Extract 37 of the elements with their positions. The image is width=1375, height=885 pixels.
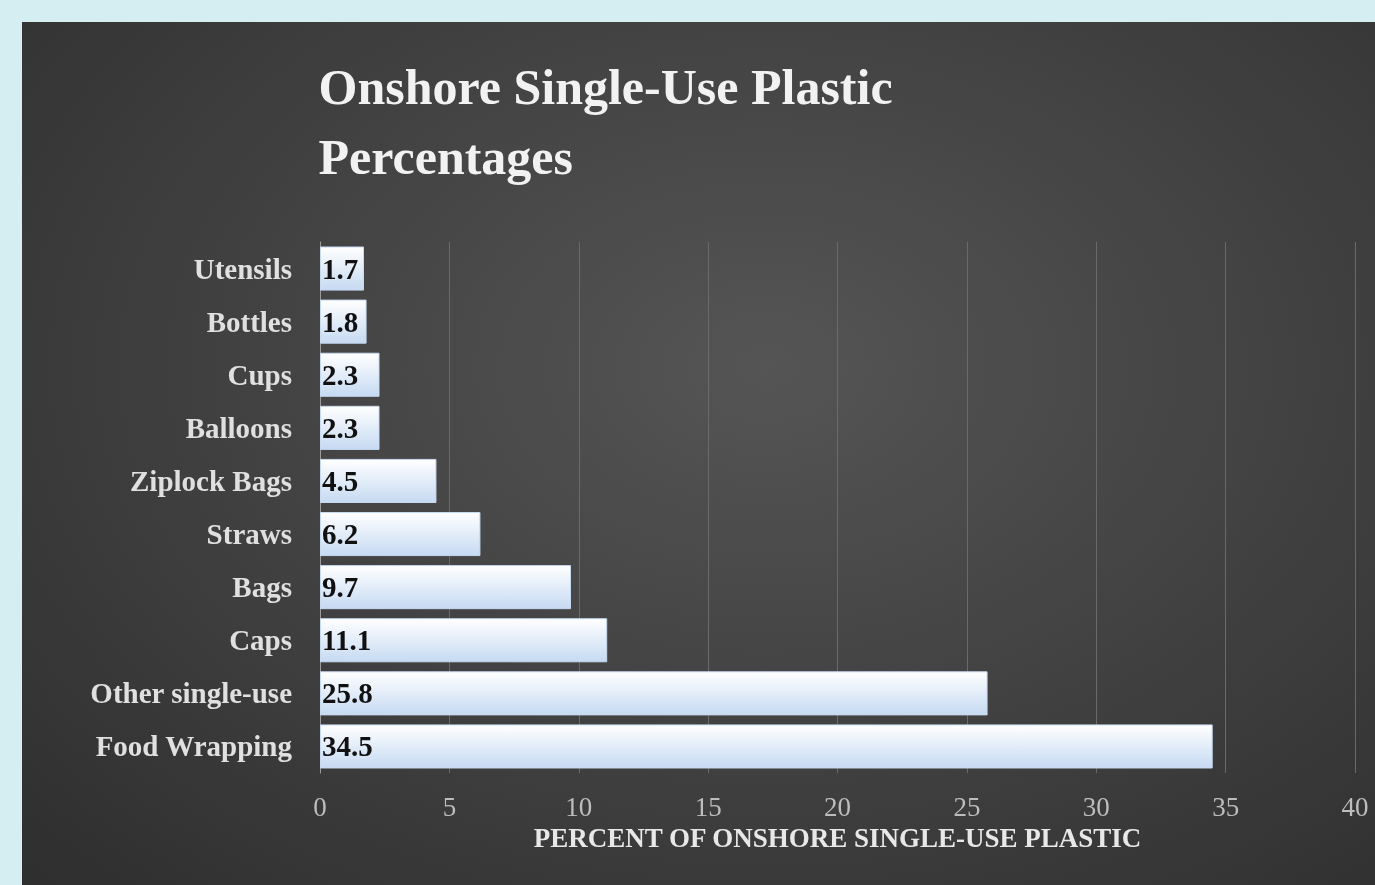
data-label: 2.3 [322, 358, 359, 391]
chart-title: Onshore Single-Use Plastic Percentages [318, 59, 906, 185]
data-label: 1.8 [322, 305, 359, 338]
y-tick-label: Ziplock Bags [130, 464, 292, 497]
y-tick-label: Straws [206, 518, 292, 551]
data-label: 4.5 [322, 464, 359, 497]
x-tick-label: 25 [953, 791, 981, 822]
x-tick-label: 30 [1082, 791, 1110, 822]
data-label: 6.2 [322, 518, 359, 551]
bar [320, 458, 437, 503]
y-tick-label: Balloons [185, 411, 292, 444]
data-label: 25.8 [322, 677, 373, 710]
data-label: 1.7 [322, 252, 359, 285]
x-tick-label: 5 [442, 791, 457, 822]
x-tick-label: 0 [313, 791, 327, 822]
x-tick-label: 10 [565, 791, 593, 822]
x-tick-label: 20 [824, 791, 851, 822]
bar [320, 724, 1213, 769]
bar [320, 565, 571, 610]
data-label: 11.1 [322, 624, 372, 657]
x-axis-title: PERCENT OF ONSHORE SINGLE-USE PLASTIC [533, 823, 1142, 854]
y-tick-label: Caps [229, 624, 292, 657]
bar [320, 618, 608, 663]
data-label: 2.3 [322, 411, 359, 444]
bar [320, 671, 988, 716]
x-tick-label: 35 [1212, 791, 1240, 822]
y-tick-label: Bottles [206, 305, 292, 338]
data-label: 34.5 [322, 730, 373, 763]
data-label: 9.7 [322, 571, 359, 604]
y-tick-label: Bags [232, 571, 292, 604]
y-tick-label: Utensils [193, 252, 292, 285]
x-tick-label: 15 [694, 791, 722, 822]
y-tick-label: Food Wrapping [95, 730, 293, 763]
y-tick-label: Other single-use [90, 677, 293, 710]
x-tick-label: 40 [1341, 791, 1369, 822]
bar [320, 512, 481, 557]
y-tick-label: Cups [227, 358, 292, 391]
